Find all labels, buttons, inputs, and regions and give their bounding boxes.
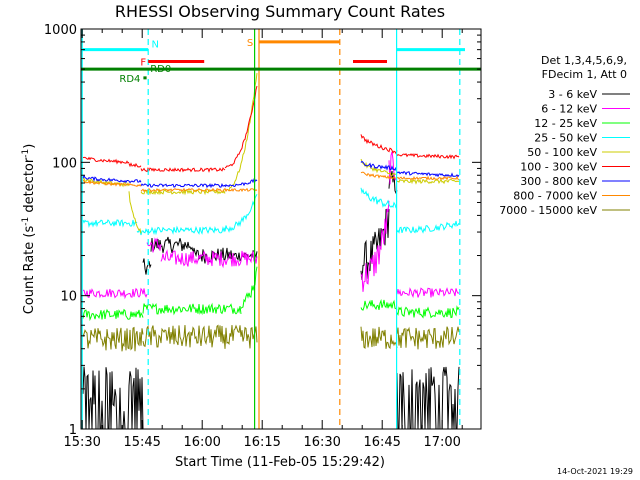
series-line-800-7000-kev <box>82 179 142 188</box>
y-axis-label-part: Count Rate (s <box>22 226 37 315</box>
series-line-300-800-kev <box>140 183 226 189</box>
flag-label-s: S <box>247 38 253 49</box>
x-tick-label: 15:45 <box>123 435 160 450</box>
series-line-800-7000-kev <box>360 171 398 180</box>
series-line-300-800-kev <box>396 170 460 178</box>
series-line-25-50-kev <box>82 219 138 229</box>
series-line-12-25-kev <box>396 305 460 319</box>
series-line-6-12-kev <box>396 287 460 298</box>
y-tick-label: 10 <box>60 290 77 305</box>
y-tick-label: 1000 <box>44 23 77 38</box>
series-line-7000-15000-kev <box>82 326 144 352</box>
series-line-12-25-kev <box>142 302 242 316</box>
x-tick-label: 15:30 <box>63 435 100 450</box>
y-axis-label: Count Rate (s-1 detector-1) <box>21 144 37 315</box>
series-line-100-300-kev <box>140 166 226 173</box>
y-axis-label-part: ) <box>22 144 37 149</box>
legend-label-300-800-kev: 300 - 800 keV <box>520 175 597 188</box>
x-tick-label: 16:45 <box>363 435 400 450</box>
series-line-6-12-kev <box>82 287 148 300</box>
series-line-6-12-kev <box>160 249 258 269</box>
series-line-100-300-kev <box>82 156 130 165</box>
flag-bars: NF S RD0 RD4 <box>81 38 481 85</box>
flag-label-rd4: RD4 <box>119 74 140 85</box>
legend: Det 1,3,4,5,6,9, FDecim 1, Att 0 3 - 6 k… <box>499 54 630 217</box>
y-axis-label-sup: -1 <box>21 149 31 158</box>
series-line-300-800-kev <box>224 177 258 188</box>
series-line-12-25-kev <box>360 298 398 311</box>
x-tick-label: 16:00 <box>183 435 220 450</box>
flag-label-rd0: RD0 <box>150 64 171 75</box>
x-axis-label: Start Time (11-Feb-05 15:29:42) <box>175 455 385 470</box>
series-line-100-300-kev <box>396 152 460 160</box>
series-line-6-12-kev <box>146 237 162 253</box>
legend-label-3-6-kev: 3 - 6 keV <box>548 88 597 101</box>
x-axis: 15:30 15:45 16:00 16:15 16:30 16:45 17:00 <box>63 29 463 450</box>
series-line-3-6-kev <box>82 366 144 430</box>
series-line-800-7000-kev <box>396 175 460 181</box>
series-line-100-300-kev <box>128 162 142 168</box>
flag-label-f: F <box>140 58 146 69</box>
y-tick-label: 1 <box>69 423 77 438</box>
series-line-300-800-kev <box>360 160 398 172</box>
series-line-300-800-kev <box>82 174 142 184</box>
series-line-25-50-kev <box>360 187 397 209</box>
x-tick-label: 16:15 <box>243 435 280 450</box>
legend-label-6-12-kev: 6 - 12 keV <box>541 103 597 116</box>
flag-label-n: N <box>151 40 158 51</box>
y-axis: 1 10 100 1000 <box>44 23 481 438</box>
series-line-12-25-kev <box>82 308 144 322</box>
series-line-50-100-kev <box>128 191 142 234</box>
y-axis-label-sup: -1 <box>21 217 31 226</box>
x-tick-label: 16:30 <box>303 435 340 450</box>
series-line-25-50-kev <box>148 225 226 236</box>
y-tick-label: 100 <box>52 156 77 171</box>
plot-data <box>82 73 460 430</box>
vertical-markers <box>81 29 461 429</box>
legend-label-50-100-kev: 50 - 100 keV <box>527 146 597 159</box>
x-tick-label: 17:00 <box>423 435 460 450</box>
series-line-100-300-kev <box>224 85 258 169</box>
legend-header-decim: FDecim 1, Att 0 <box>542 68 627 81</box>
series-line-25-50-kev <box>224 194 258 233</box>
legend-header-detectors: Det 1,3,4,5,6,9, <box>541 54 627 67</box>
legend-label-800-7000-kev: 800 - 7000 keV <box>513 190 597 203</box>
series-line-3-6-kev <box>142 258 152 275</box>
series-line-50-100-kev <box>360 158 398 177</box>
plot-frame <box>80 28 482 430</box>
series-line-50-100-kev <box>396 178 460 185</box>
series-line-25-50-kev <box>396 220 460 234</box>
series-line-7000-15000-kev <box>142 324 258 349</box>
generation-timestamp: 14-Oct-2021 19:29 <box>557 467 633 476</box>
series-line-100-300-kev <box>360 134 398 155</box>
legend-label-25-50-kev: 25 - 50 keV <box>534 132 597 145</box>
series-line-7000-15000-kev <box>396 326 460 350</box>
y-axis-label-part: detector <box>22 157 37 217</box>
series-line-50-100-kev <box>224 73 258 192</box>
chart-title: RHESSI Observing Summary Count Rates <box>115 2 445 21</box>
legend-label-100-300-kev: 100 - 300 keV <box>520 161 597 174</box>
legend-label-12-25-kev: 12 - 25 keV <box>534 117 597 130</box>
series-line-3-6-kev <box>150 236 194 254</box>
series-line-800-7000-kev <box>140 187 258 193</box>
series-line-6-12-kev <box>360 200 390 292</box>
series-line-7000-15000-kev <box>360 326 398 350</box>
legend-label-7000-15000-kev: 7000 - 15000 keV <box>499 204 597 217</box>
